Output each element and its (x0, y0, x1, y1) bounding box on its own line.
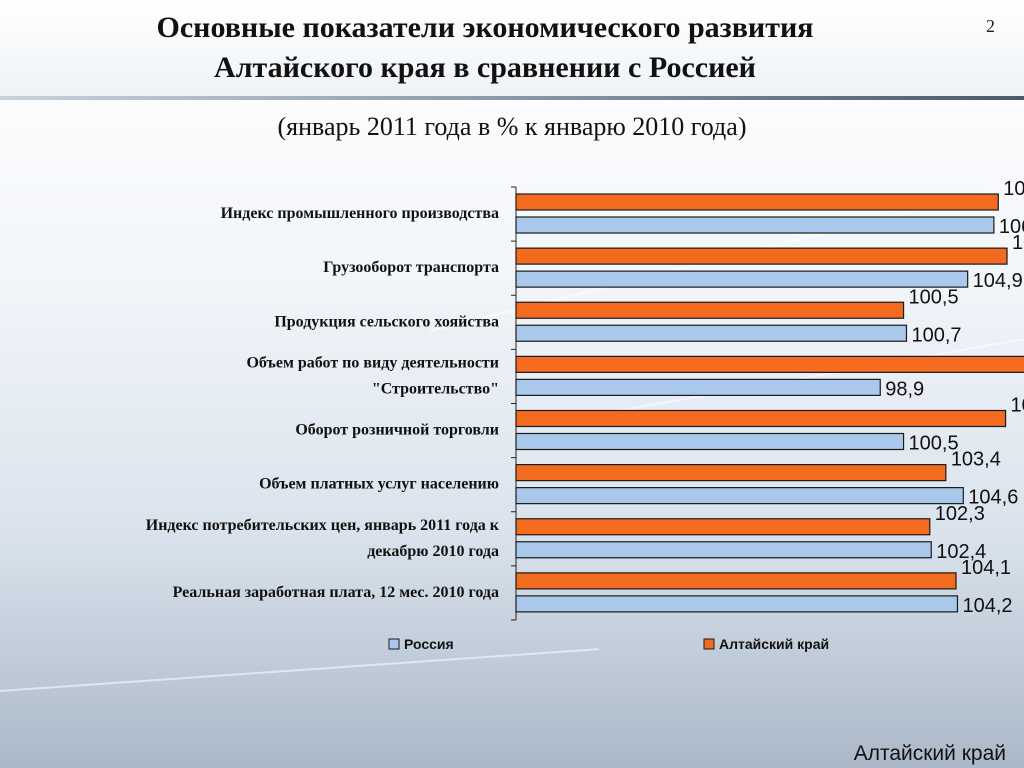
bar-altai (515, 247, 1008, 265)
bar-altai (515, 355, 1024, 373)
bar-russia (515, 432, 905, 451)
legend-swatch-russia (388, 638, 400, 650)
category-label: Индекс промышленного производства (221, 205, 499, 222)
category-label: Индекс потребительских цен, январь 2011 … (146, 517, 500, 534)
category-label: декабрю 2010 года (367, 543, 499, 560)
title-line-1: Основные показатели экономического разви… (156, 11, 814, 44)
category-label: Реальная заработная плата, 12 мес. 2010 … (173, 584, 499, 601)
category-label: Грузооборот транспорта (323, 259, 499, 276)
footer-region-label: Алтайский край (853, 742, 1006, 765)
data-label-altai: 103,4 (951, 449, 1001, 471)
data-label-altai: 107,6 (1012, 232, 1024, 254)
data-label-russia: 104,9 (973, 270, 1023, 292)
data-label-russia: 104,6 (968, 487, 1018, 509)
data-label-altai: 107,5 (1011, 395, 1024, 417)
header-band (0, 0, 1024, 100)
bar-altai (515, 301, 905, 319)
data-label-russia: 104,2 (962, 595, 1012, 617)
bar-altai (515, 572, 957, 590)
legend-label-russia: Россия (404, 636, 454, 652)
data-label-altai: 104,1 (961, 557, 1011, 579)
bar-russia (515, 216, 995, 234)
data-label-russia: 106,7 (999, 216, 1024, 238)
category-label: Объем платных услуг населению (259, 476, 499, 493)
bar-altai (515, 409, 1007, 428)
data-label-russia: 100,5 (909, 433, 959, 455)
title-line-2: Алтайского края в сравнении с Россией (214, 51, 756, 84)
data-label-russia: 98,9 (885, 378, 924, 400)
data-label-altai: 102,3 (935, 503, 985, 525)
data-label-altai: 107,0 (1003, 178, 1024, 200)
bar-altai (515, 193, 999, 211)
category-label: Объем работ по виду деятельности (246, 354, 499, 371)
data-label-russia: 100,7 (911, 324, 961, 346)
bar-russia (515, 378, 881, 396)
bar-russia (515, 324, 908, 342)
bar-altai (515, 464, 947, 482)
category-label: Продукция сельского хояйства (274, 313, 499, 330)
data-label-altai: 100,5 (909, 286, 959, 308)
category-label: "Строительство" (372, 380, 499, 397)
page-number: 2 (986, 16, 995, 36)
legend-label-altai: Алтайский край (719, 636, 829, 652)
bar-russia (515, 541, 932, 559)
legend-swatch-altai (703, 638, 715, 650)
slide-subtitle: (январь 2011 года в % к январю 2010 года… (277, 112, 747, 141)
header-divider (0, 96, 1024, 100)
slide-title: Основные показатели экономического разви… (60, 8, 910, 88)
bar-russia (515, 270, 969, 288)
data-label-russia: 102,4 (936, 541, 986, 563)
bar-russia (515, 487, 964, 505)
bar-russia (515, 595, 959, 613)
category-label: Оборот розничной торговли (295, 422, 499, 439)
bar-altai (515, 518, 931, 536)
